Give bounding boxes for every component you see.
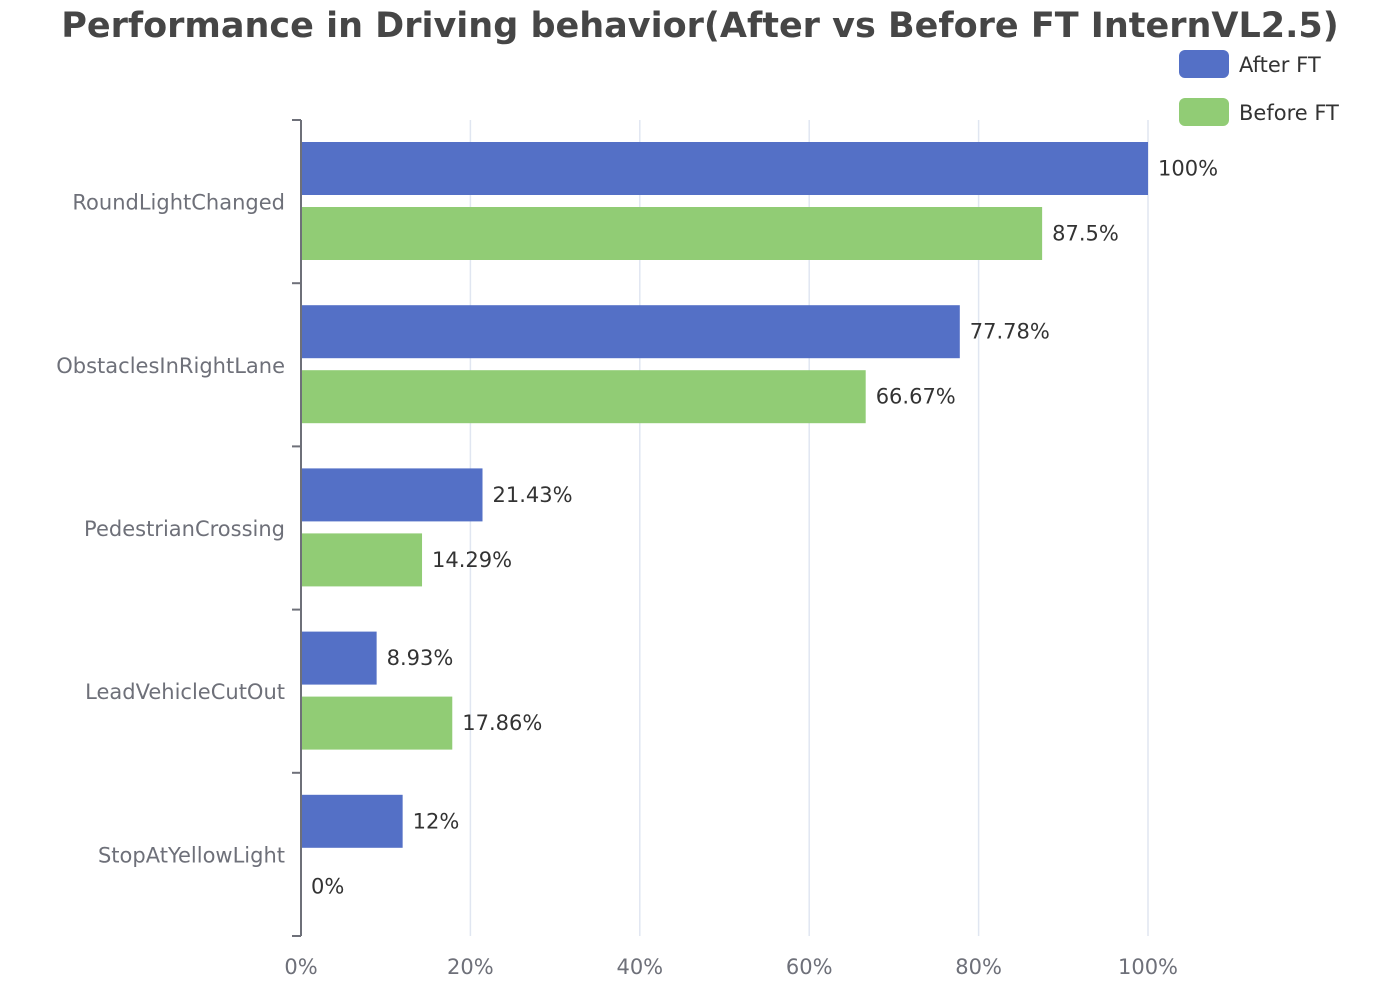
bar-after-ft[interactable]	[301, 142, 1148, 195]
bar-before-ft[interactable]	[301, 370, 866, 424]
x-tick-label: 60%	[786, 955, 833, 979]
x-tick-label: 0%	[284, 955, 317, 979]
axes: 0% 20% 40% 60% 80% 100% RoundLightChanged Obsta…	[56, 119, 1178, 979]
bar-value-label: 17.86%	[462, 711, 542, 735]
bar-value-label: 0%	[311, 874, 344, 898]
bar-value-label: 77.78%	[970, 320, 1050, 344]
legend[interactable]: After FT Before FT	[1179, 50, 1339, 126]
x-tick-label: 100%	[1118, 955, 1178, 979]
y-category-label: PedestrianCrossing	[84, 517, 285, 541]
bar-value-label: 87.5%	[1052, 222, 1119, 246]
bar-value-label: 8.93%	[387, 646, 454, 670]
legend-swatch[interactable]	[1179, 50, 1229, 78]
bar-before-ft[interactable]	[301, 207, 1043, 260]
bar-value-label: 100%	[1158, 157, 1218, 181]
bar-before-ft[interactable]	[301, 533, 423, 587]
bar-after-ft[interactable]	[301, 794, 403, 848]
x-tick-label: 40%	[616, 955, 663, 979]
y-category-label: ObstaclesInRightLane	[56, 354, 285, 378]
bar-before-ft[interactable]	[301, 696, 453, 750]
bar-after-ft[interactable]	[301, 305, 960, 359]
legend-swatch[interactable]	[1179, 98, 1229, 126]
chart-title: Performance in Driving behavior(After vs…	[61, 6, 1339, 46]
bars: 100% 87.5% 77.78% 66.67% 21.43% 14.29% 8.93% 17…	[301, 142, 1218, 898]
y-category-label: LeadVehicleCutOut	[85, 680, 285, 704]
bar-value-label: 14.29%	[432, 548, 512, 572]
y-category-label: StopAtYellowLight	[98, 843, 285, 867]
bar-after-ft[interactable]	[301, 631, 377, 685]
bar-value-label: 66.67%	[876, 385, 956, 409]
x-tick-label: 80%	[955, 955, 1002, 979]
legend-label[interactable]: After FT	[1239, 53, 1321, 77]
y-category-label: RoundLightChanged	[72, 191, 285, 215]
x-tick-label: 20%	[447, 955, 494, 979]
bar-value-label: 21.43%	[493, 483, 573, 507]
legend-label[interactable]: Before FT	[1239, 101, 1339, 125]
bar-after-ft[interactable]	[301, 468, 483, 522]
bar-value-label: 12%	[413, 809, 460, 833]
